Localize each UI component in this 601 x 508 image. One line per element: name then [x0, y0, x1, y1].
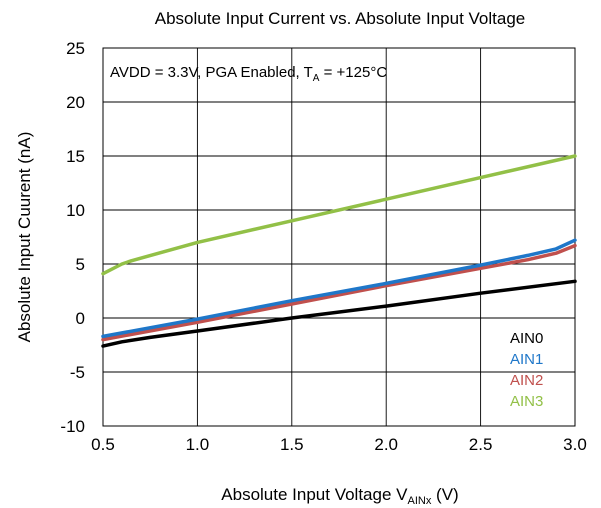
x-tick-label: 2.0: [374, 435, 398, 454]
x-tick-labels: 0.5 1.0 1.5 2.0 2.5 3.0: [91, 435, 587, 454]
series-line-ain1: [101, 238, 577, 339]
y-tick-label: 20: [66, 93, 85, 112]
legend: AIN0 AIN1 AIN2 AIN3: [510, 330, 543, 410]
chart-title: Absolute Input Current vs. Absolute Inpu…: [155, 9, 525, 28]
x-axis-label-tail: (V): [431, 485, 458, 504]
series-line-ain3: [101, 154, 577, 276]
x-axis-label-subscript: AINx: [407, 495, 431, 507]
series-lines: [101, 154, 577, 348]
legend-entry-ain0: AIN0: [510, 330, 543, 347]
y-tick-label: -5: [70, 363, 85, 382]
x-axis-label: Absolute Input Voltage VAINx (V): [221, 485, 458, 507]
annotation-main: AVDD = 3.3V, PGA Enabled, T: [110, 64, 313, 81]
y-tick-label: -10: [60, 417, 85, 436]
legend-entry-ain2: AIN2: [510, 372, 543, 389]
condition-annotation: AVDD = 3.3V, PGA Enabled, TA = +125°C: [110, 64, 387, 84]
y-tick-label: 15: [66, 147, 85, 166]
legend-entry-ain1: AIN1: [510, 351, 543, 368]
x-axis-label-main: Absolute Input Voltage V: [221, 485, 408, 504]
y-axis-label: Absolute Input Cuurent (nA): [15, 132, 34, 343]
annotation-subscript: A: [313, 73, 320, 84]
y-tick-label: 5: [76, 255, 85, 274]
x-tick-label: 1.5: [280, 435, 304, 454]
annotation-tail: = +125°C: [319, 64, 387, 81]
x-tick-label: 1.0: [186, 435, 210, 454]
x-tick-label: 0.5: [91, 435, 115, 454]
x-tick-label: 2.5: [469, 435, 493, 454]
y-tick-labels: -10 -5 0 5 10 15 20 25: [60, 39, 85, 436]
series-line-ain2: [101, 243, 577, 342]
y-tick-label: 25: [66, 39, 85, 58]
grid: [102, 47, 576, 427]
y-tick-label: 0: [76, 309, 85, 328]
x-tick-label: 3.0: [563, 435, 587, 454]
y-tick-label: 10: [66, 201, 85, 220]
series-line-ain0: [101, 279, 577, 348]
plot-frame: [102, 47, 576, 427]
legend-entry-ain3: AIN3: [510, 393, 543, 410]
